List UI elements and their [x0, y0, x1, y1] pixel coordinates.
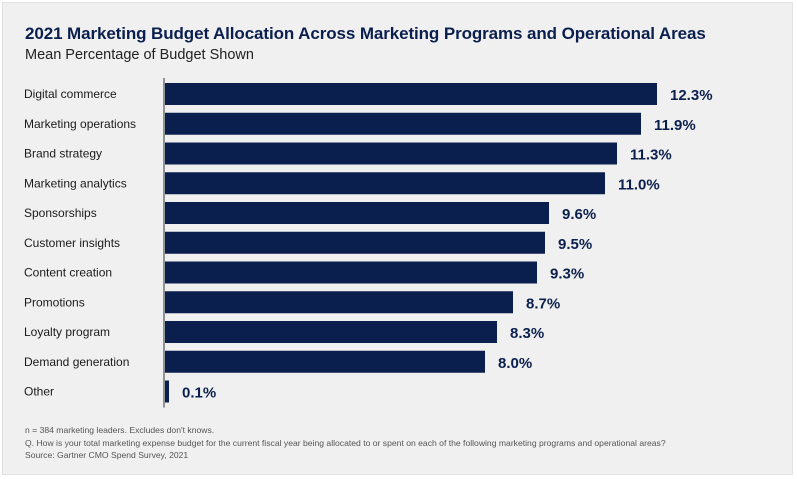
- data-label: 9.6%: [562, 206, 596, 223]
- bar: [165, 261, 537, 284]
- category-label: Marketing analytics: [24, 176, 127, 190]
- category-label: Marketing operations: [24, 117, 136, 131]
- chart-title: 2021 Marketing Budget Allocation Across …: [25, 24, 706, 43]
- bar: [165, 321, 497, 343]
- data-label: 12.3%: [670, 87, 713, 104]
- category-label: Other: [24, 385, 54, 399]
- bar: [165, 83, 657, 105]
- bar: [165, 350, 485, 373]
- bar: [165, 202, 549, 224]
- source-note: Source: Gartner CMO Spend Survey, 2021: [25, 450, 189, 460]
- chart-notes: n = 384 marketing leaders. Excludes don'…: [25, 424, 666, 462]
- bar-chart: Digital commerce 12.3% Marketing operation…: [24, 78, 713, 408]
- bar: [165, 112, 641, 135]
- bar: [165, 380, 169, 403]
- data-label: 8.3%: [510, 325, 544, 342]
- bar: [165, 291, 513, 314]
- category-label: Loyalty program: [24, 325, 110, 339]
- survey-question-note: Q. How is your total marketing expense b…: [25, 437, 666, 448]
- data-label: 8.7%: [526, 295, 560, 312]
- category-label: Demand generation: [24, 355, 129, 369]
- category-label: Brand strategy: [24, 147, 102, 161]
- category-label: Content creation: [24, 266, 112, 280]
- category-label: Promotions: [24, 295, 85, 309]
- data-label: 0.1%: [182, 385, 216, 402]
- data-label: 11.3%: [630, 147, 672, 164]
- category-label: Customer insights: [24, 236, 120, 250]
- sample-size-note: n = 384 marketing leaders. Excludes don'…: [25, 425, 215, 435]
- bar: [165, 142, 617, 165]
- data-label: 9.3%: [550, 266, 584, 283]
- data-label: 9.5%: [558, 236, 592, 253]
- data-label: 11.9%: [654, 117, 696, 134]
- category-label: Digital commerce: [24, 87, 117, 101]
- data-label: 11.0%: [618, 176, 660, 193]
- bar: [165, 231, 545, 254]
- category-label: Sponsorships: [24, 206, 97, 220]
- chart-subtitle: Mean Percentage of Budget Shown: [25, 47, 254, 63]
- data-label: 8.0%: [498, 355, 532, 372]
- bar: [165, 172, 605, 195]
